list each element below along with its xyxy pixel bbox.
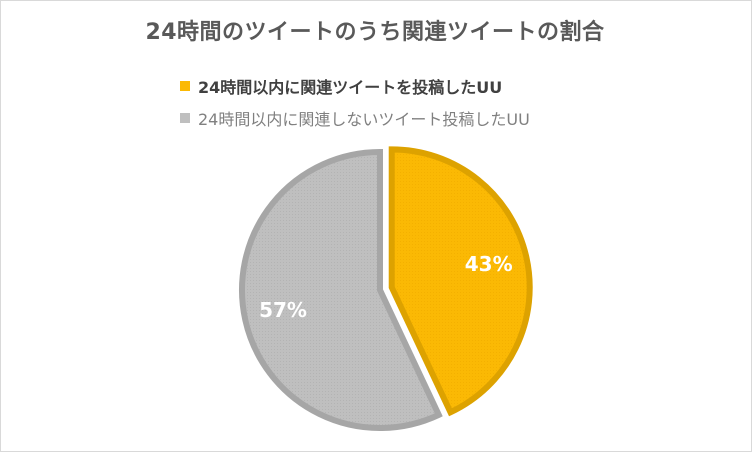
pie-label-related: 43% (465, 252, 513, 276)
legend-item-unrelated: 24時間以内に関連しないツイート投稿したUU (180, 102, 530, 134)
pie-label-unrelated: 57% (259, 298, 307, 322)
pie-slice-unrelated (239, 148, 443, 431)
pie-slice-related (388, 146, 533, 417)
legend-item-related: 24時間以内に関連ツイートを投稿したUU (180, 70, 530, 102)
legend-swatch-unrelated (180, 113, 190, 123)
legend-label-related: 24時間以内に関連ツイートを投稿したUU (198, 78, 503, 97)
legend-swatch-related (180, 81, 190, 91)
legend-label-unrelated: 24時間以内に関連しないツイート投稿したUU (198, 110, 530, 129)
chart-legend: 24時間以内に関連ツイートを投稿したUU 24時間以内に関連しないツイート投稿し… (180, 70, 530, 134)
chart-title: 24時間のツイートのうち関連ツイートの割合 (145, 20, 605, 45)
